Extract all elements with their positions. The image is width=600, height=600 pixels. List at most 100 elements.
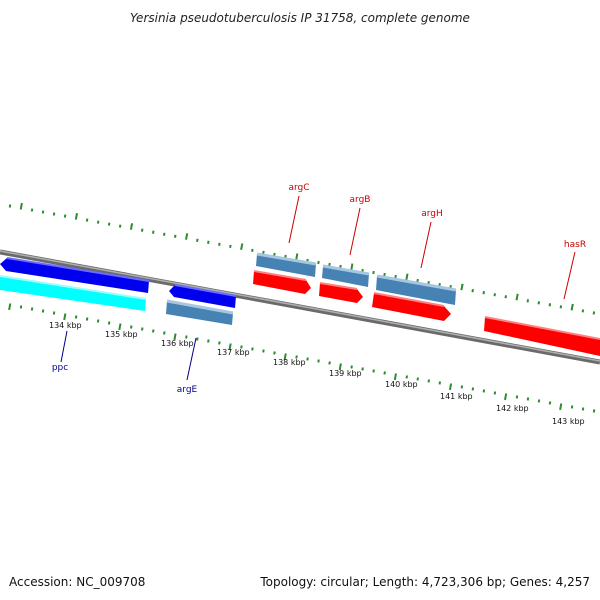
minor-tick [515, 395, 519, 399]
gene-cyan-bar[interactable] [0, 275, 147, 311]
major-tick [240, 243, 244, 250]
minor-tick [482, 389, 486, 393]
gene-argC-red-arrow[interactable] [253, 270, 311, 294]
minor-tick [471, 289, 474, 293]
minor-tick [438, 381, 442, 385]
minor-tick [350, 365, 353, 369]
gene-ppc-arrow[interactable] [0, 257, 150, 293]
minor-tick [52, 212, 56, 216]
minor-tick [427, 379, 430, 383]
minor-tick [537, 301, 541, 305]
minor-tick [262, 349, 265, 353]
minor-tick [592, 311, 596, 315]
minor-tick [526, 299, 530, 303]
minor-tick [482, 291, 485, 295]
genome-summary-text: Topology: circular; Length: 4,723,306 bp… [259, 575, 590, 589]
minor-tick [328, 361, 331, 365]
minor-tick [295, 355, 298, 359]
minor-tick [581, 309, 585, 313]
minor-tick [207, 240, 210, 244]
minor-tick [372, 369, 375, 373]
gene-argE-box[interactable] [166, 299, 234, 325]
inner-tick-ring [8, 303, 596, 413]
tick-label-139: 139 kbp [329, 369, 362, 378]
minor-tick [229, 244, 232, 248]
minor-tick [394, 274, 397, 279]
gene-argB-box[interactable] [322, 264, 370, 287]
gene-argH-red-arrow[interactable] [372, 292, 451, 321]
tick-label-142: 142 kbp [496, 404, 529, 413]
major-tick [19, 202, 23, 210]
gene-argC-box[interactable] [256, 252, 317, 277]
major-tick [448, 383, 453, 391]
minor-tick [383, 371, 386, 375]
major-tick [350, 263, 354, 271]
minor-tick [163, 232, 166, 236]
minor-tick [185, 335, 188, 339]
minor-tick [218, 341, 221, 345]
gene-label-hasR: hasR [564, 240, 586, 250]
major-tick [118, 323, 122, 331]
tick-labels: 134 kbp 135 kbp 136 kbp 137 kbp 138 kbp … [49, 321, 585, 426]
gene-argE-arrow-blue[interactable] [169, 284, 237, 308]
gene-label-argH: argH [421, 209, 443, 219]
gene-label-argE: argE [177, 385, 198, 395]
gene-label-argB: argB [350, 195, 371, 205]
gene-hasR-red-bar[interactable] [484, 316, 600, 356]
minor-tick [96, 220, 100, 224]
major-tick [185, 233, 189, 240]
tick-label-137: 137 kbp [217, 348, 250, 357]
minor-tick [317, 359, 320, 363]
minor-tick [152, 329, 155, 333]
gene-label-ppc: ppc [52, 363, 68, 373]
major-tick [8, 303, 12, 311]
minor-tick [317, 260, 320, 265]
minor-tick [240, 345, 243, 349]
minor-tick [85, 218, 89, 222]
minor-tick [262, 250, 265, 255]
minor-tick [405, 375, 408, 379]
minor-tick [74, 315, 78, 319]
minor-tick [471, 387, 475, 391]
gene-argH-box[interactable] [376, 274, 457, 305]
major-tick [405, 273, 409, 281]
minor-tick [130, 325, 133, 329]
tick-label-138: 138 kbp [273, 358, 306, 367]
tick-label-134: 134 kbp [49, 321, 82, 330]
minor-tick [52, 311, 56, 315]
minor-tick [30, 307, 34, 311]
minor-tick [251, 347, 254, 351]
minor-tick [96, 319, 100, 323]
minor-tick [559, 305, 563, 309]
minor-tick [548, 303, 552, 307]
minor-tick [504, 295, 507, 299]
gene-argB-red-arrow[interactable] [319, 282, 363, 303]
gene-label-argC: argC [288, 183, 309, 193]
major-tick [129, 223, 134, 230]
minor-tick [107, 321, 111, 325]
tick-label-135: 135 kbp [105, 330, 138, 339]
minor-tick [537, 399, 541, 403]
gene-label-argB-group: argB [349, 195, 371, 256]
minor-tick [251, 248, 254, 252]
tick-label-143: 143 kbp [552, 417, 585, 426]
minor-tick [30, 208, 34, 212]
minor-tick [63, 214, 67, 218]
gene-label-hasR-group: hasR [563, 240, 586, 300]
minor-tick [107, 222, 111, 226]
major-tick [74, 213, 78, 220]
tick-label-140: 140 kbp [385, 380, 418, 389]
minor-tick [361, 367, 364, 371]
major-tick [559, 403, 563, 410]
tick-label-141: 141 kbp [440, 392, 473, 401]
minor-tick [416, 377, 419, 381]
minor-tick [140, 228, 144, 232]
minor-tick [196, 238, 199, 242]
minor-tick [328, 262, 331, 267]
gene-label-argE-group: argE [177, 337, 198, 395]
minor-tick [207, 339, 210, 343]
minor-tick [493, 293, 496, 297]
major-tick [338, 363, 342, 371]
minor-tick [152, 230, 155, 234]
